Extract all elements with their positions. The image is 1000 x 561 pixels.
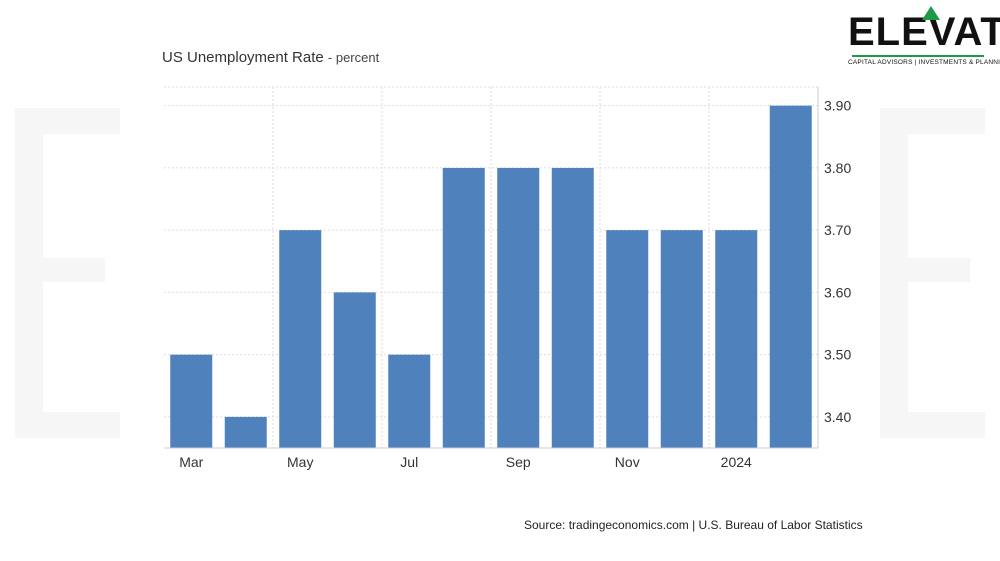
bar-sep xyxy=(497,167,540,448)
y-tick-label: 3.90 xyxy=(824,98,851,114)
bar-mar xyxy=(170,354,213,448)
bar-oct xyxy=(551,167,594,448)
bar-jul xyxy=(388,354,431,448)
bar-aug xyxy=(442,167,485,448)
y-tick-label: 3.70 xyxy=(824,222,851,238)
x-tick-label: Jul xyxy=(400,454,418,470)
bar-feb xyxy=(769,105,812,448)
bar-dec xyxy=(660,230,703,448)
logo-rule xyxy=(852,55,984,57)
chart-title-text: US Unemployment Rate xyxy=(162,49,324,66)
source-note: Source: tradingeconomics.com | U.S. Bure… xyxy=(524,518,863,532)
bar-2024 xyxy=(715,230,758,448)
y-tick-label: 3.40 xyxy=(824,409,851,425)
x-tick-label: 2024 xyxy=(721,454,752,470)
bar-jun xyxy=(333,292,376,448)
logo-tagline: CAPITAL ADVISORS | INVESTMENTS & PLANNIN… xyxy=(848,59,1000,66)
x-tick-label: Mar xyxy=(179,454,203,470)
x-tick-label: Nov xyxy=(615,454,640,470)
bar-apr xyxy=(224,416,267,448)
chart-subtitle: - percent xyxy=(327,50,380,65)
x-tick-label: Sep xyxy=(506,454,531,470)
chart-title: US Unemployment Rate - percent xyxy=(162,49,379,66)
y-tick-label: 3.80 xyxy=(824,160,851,176)
bar-may xyxy=(279,230,322,448)
y-tick-label: 3.50 xyxy=(824,347,851,363)
y-tick-label: 3.60 xyxy=(824,284,851,300)
bar-nov xyxy=(606,230,649,448)
x-tick-label: May xyxy=(287,454,313,470)
elevate-logo: ELEVATE CAPITAL ADVISORS | INVESTMENTS &… xyxy=(848,6,1000,68)
arrow-up-icon xyxy=(922,6,940,20)
logo-wordmark: ELEVATE xyxy=(848,10,1000,54)
